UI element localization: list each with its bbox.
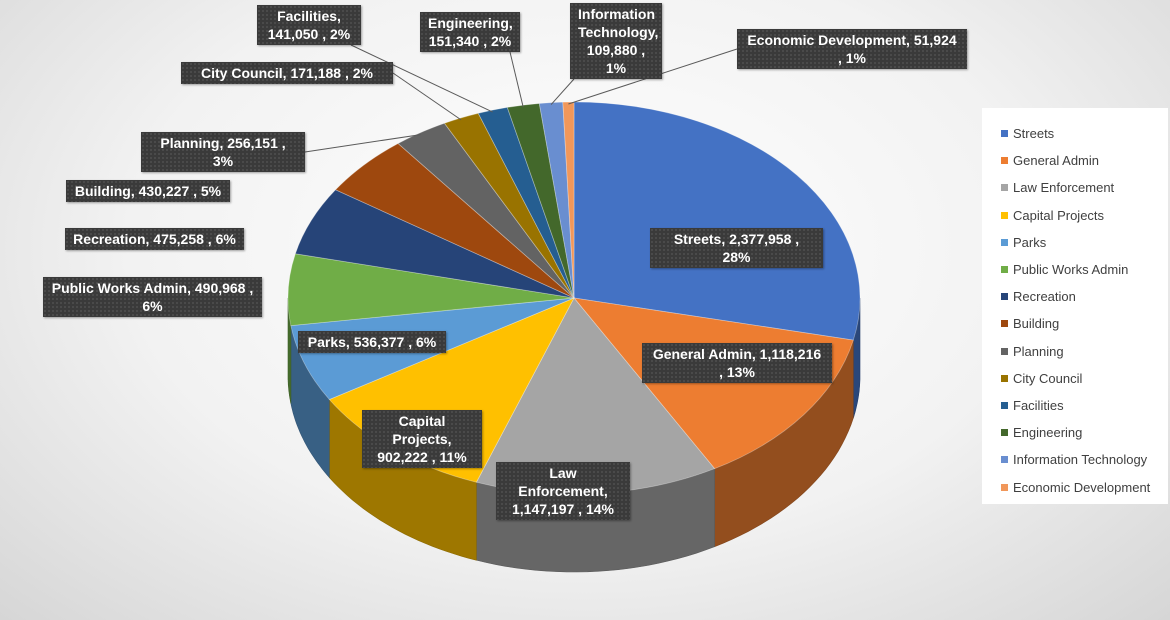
- legend-swatch: [1001, 238, 1008, 246]
- legend-swatch: [1001, 130, 1008, 138]
- legend-item-parks: Parks: [982, 229, 1168, 256]
- legend-label: Capital Projects: [1013, 207, 1105, 223]
- legend-label: City Council: [1013, 370, 1083, 386]
- leader-line-engineering: [509, 51, 524, 108]
- slice-information-technology: [538, 101, 575, 299]
- legend-swatch: [1001, 429, 1008, 437]
- slice-streets: [573, 101, 861, 341]
- slice-facilities: [477, 106, 575, 299]
- legend-label: Public Works Admin: [1013, 262, 1129, 278]
- legend-item-capital-projects: Capital Projects: [982, 202, 1168, 229]
- legend-swatch: [1001, 211, 1008, 219]
- legend-item-building: Building: [982, 310, 1168, 337]
- leader-line-information-technology: [550, 78, 575, 105]
- legend-item-economic-development: Economic Development: [982, 473, 1168, 500]
- slice-general-admin: [573, 297, 854, 470]
- legend-label: Building: [1013, 316, 1060, 332]
- data-label-streets: Streets, 2,377,958 , 28%: [650, 228, 823, 268]
- data-label-public-works-admin: Public Works Admin, 490,968 , 6%: [43, 277, 262, 317]
- legend-swatch: [1001, 320, 1008, 328]
- data-label-economic-development: Economic Development, 51,924 , 1%: [737, 29, 967, 69]
- legend-item-city-council: City Council: [982, 365, 1168, 392]
- data-label-capital-projects: Capital Projects, 902,222 , 11%: [362, 410, 482, 468]
- slice-building: [334, 142, 575, 299]
- legend-item-engineering: Engineering: [982, 419, 1168, 446]
- data-label-planning: Planning, 256,151 , 3%: [141, 132, 305, 172]
- legend-swatch: [1001, 293, 1008, 301]
- legend-swatch: [1001, 401, 1008, 409]
- legend-item-streets: Streets: [982, 120, 1168, 147]
- legend-item-public-works-admin: Public Works Admin: [982, 256, 1168, 283]
- legend-swatch: [1001, 483, 1008, 491]
- data-label-recreation: Recreation, 475,258 , 6%: [65, 228, 244, 250]
- legend-swatch: [1001, 266, 1008, 274]
- legend-swatch: [1001, 374, 1008, 382]
- legend-item-planning: Planning: [982, 338, 1168, 365]
- leader-line-facilities: [350, 44, 493, 113]
- data-label-city-council: City Council, 171,188 , 2%: [181, 62, 393, 84]
- legend-item-facilities: Facilities: [982, 392, 1168, 419]
- legend-label: Planning: [1013, 343, 1064, 359]
- legend-item-law-enforcement: Law Enforcement: [982, 174, 1168, 201]
- legend-label: Recreation: [1013, 289, 1076, 305]
- data-label-law-enforcement: Law Enforcement, 1,147,197 , 14%: [496, 462, 630, 520]
- legend-label: General Admin: [1013, 153, 1099, 169]
- data-label-building: Building, 430,227 , 5%: [66, 180, 230, 202]
- legend-label: Law Enforcement: [1013, 180, 1115, 196]
- legend-label: Streets: [1013, 126, 1055, 142]
- slice-planning: [397, 122, 575, 299]
- legend-swatch: [1001, 456, 1008, 464]
- legend-swatch: [1001, 347, 1008, 355]
- leader-line-planning: [304, 134, 421, 153]
- data-label-information-technology: Information Technology, 109,880 , 1%: [570, 3, 662, 79]
- legend-label: Parks: [1013, 234, 1047, 250]
- data-label-engineering: Engineering, 151,340 , 2%: [420, 12, 520, 52]
- legend-label: Economic Development: [1013, 479, 1151, 495]
- slice-public-works-admin: [287, 253, 575, 327]
- slice-recreation: [294, 189, 575, 299]
- legend: Streets General Admin Law Enforcement Capit…: [982, 108, 1168, 504]
- leader-line-city-council: [392, 72, 462, 121]
- slice-city-council: [443, 112, 575, 299]
- legend-item-information-technology: Information Technology: [982, 446, 1168, 473]
- legend-label: Information Technology: [1013, 452, 1148, 468]
- data-label-parks: Parks, 536,377 , 6%: [298, 331, 446, 353]
- legend-swatch: [1001, 157, 1008, 165]
- legend-label: Engineering: [1013, 425, 1083, 441]
- legend-label: Facilities: [1013, 397, 1064, 413]
- legend-item-general-admin: General Admin: [982, 147, 1168, 174]
- legend-swatch: [1001, 184, 1008, 192]
- legend-item-recreation: Recreation: [982, 283, 1168, 310]
- data-label-facilities: Facilities, 141,050 , 2%: [257, 5, 361, 45]
- data-label-general-admin: General Admin, 1,118,216 , 13%: [642, 343, 832, 383]
